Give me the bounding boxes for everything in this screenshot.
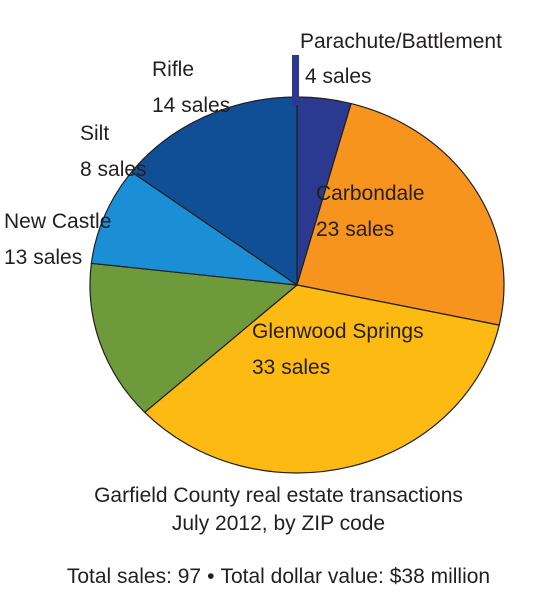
label-rifle-value: 14 sales [152, 94, 230, 117]
chart-subtitle: July 2012, by ZIP code [171, 512, 386, 535]
total-sales: Total sales: 97 [66, 565, 202, 588]
label-parachute-value: 4 sales [305, 65, 372, 88]
pie-slice-rifle [130, 96, 298, 287]
label-newcastle-value: 13 sales [4, 246, 82, 269]
label-parachute-name: Parachute/Battlement [300, 30, 502, 53]
pie-slice-new-castle [89, 262, 299, 414]
label-rifle-name: Rifle [152, 58, 194, 81]
label-silt-value: 8 sales [80, 158, 147, 181]
label-glenwood-name: Glenwood Springs [252, 320, 424, 343]
chart-footer: Total sales: 97 • Total dollar value: $38 … [0, 563, 557, 590]
pie-slice-glenwood-springs [143, 284, 500, 474]
pie-slice-carbondale [296, 102, 505, 326]
label-carbondale-value: 23 sales [316, 218, 394, 241]
parachute-leader-bar [292, 55, 299, 105]
pie-slices [89, 96, 505, 474]
label-carbondale-name: Carbondale [316, 182, 425, 205]
label-silt-name: Silt [80, 122, 109, 145]
chart-title: Garfield County real estate transactions [94, 484, 463, 507]
total-dollar-value: Total dollar value: $38 million [220, 565, 491, 588]
footer-bullet: • [207, 565, 215, 588]
label-newcastle-name: New Castle [4, 210, 111, 233]
label-glenwood-value: 33 sales [252, 356, 330, 379]
pie-slice-silt [90, 171, 298, 286]
